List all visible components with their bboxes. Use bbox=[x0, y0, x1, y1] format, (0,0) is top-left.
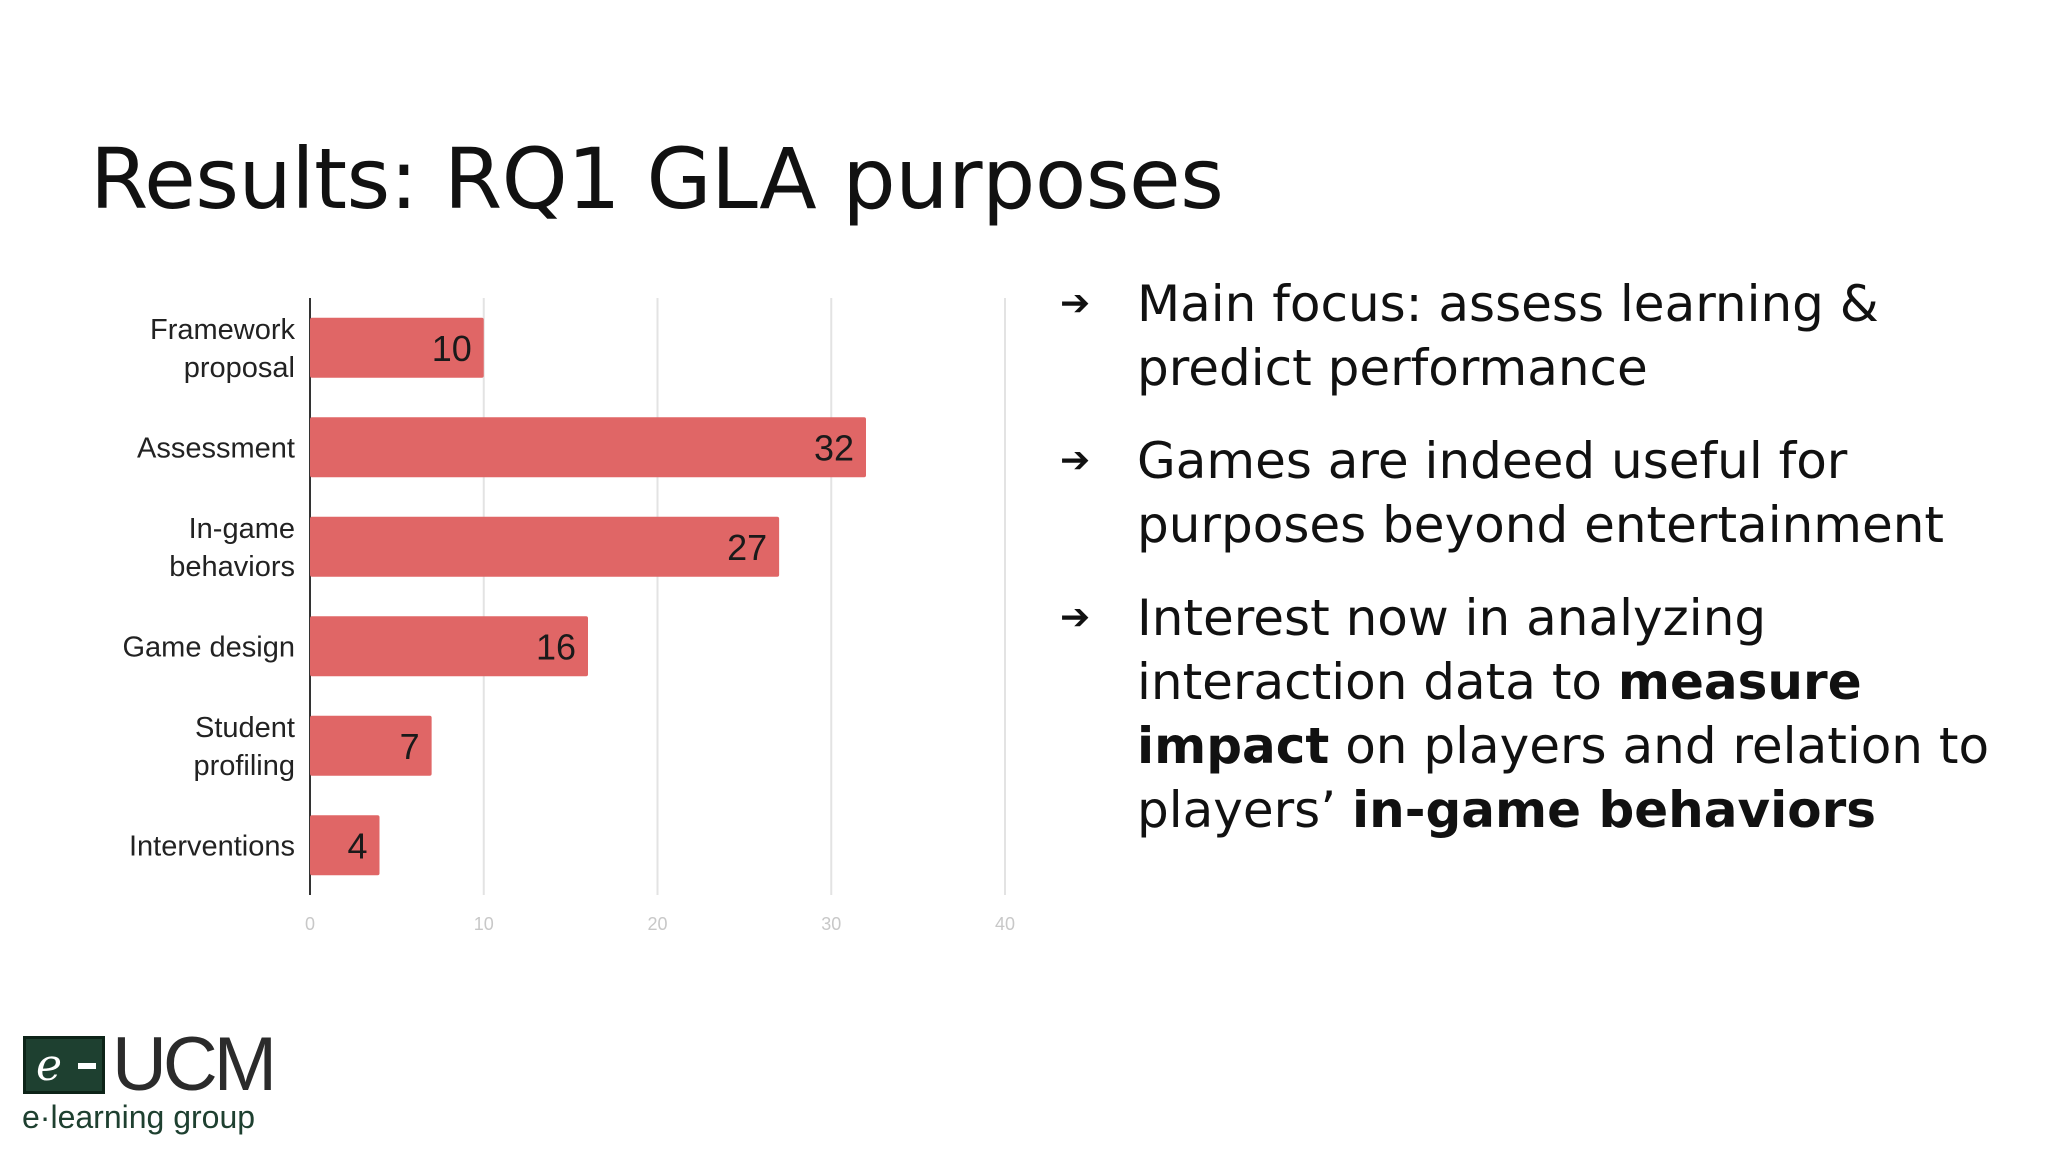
bar bbox=[310, 516, 780, 577]
category-label: Interventions bbox=[129, 830, 295, 862]
data-label: 7 bbox=[400, 726, 420, 767]
bar bbox=[310, 715, 432, 776]
bullet-text: Games are indeed useful for purposes bey… bbox=[1137, 432, 1945, 554]
bullet-item: ➔ Games are indeed useful for purposes be… bbox=[1060, 429, 2020, 557]
logo-board-icon: e bbox=[23, 1036, 105, 1094]
bar bbox=[310, 616, 588, 677]
x-tick-label: 30 bbox=[821, 914, 841, 934]
bar bbox=[310, 815, 380, 876]
data-label: 4 bbox=[347, 825, 367, 866]
bullet-text: Main focus: assess learning & predict pe… bbox=[1137, 275, 1879, 397]
logo-dash bbox=[78, 1063, 96, 1069]
category-label: In-game bbox=[189, 513, 295, 545]
arrow-icon: ➔ bbox=[1060, 283, 1091, 324]
bar-chart: 0 10 20 30 40 10 Framework proposal 32 Assessment… bbox=[0, 0, 1100, 1000]
logo-mark: e bbox=[36, 1040, 63, 1091]
bar bbox=[310, 317, 484, 378]
x-tick-label: 10 bbox=[474, 914, 494, 934]
data-label: 27 bbox=[727, 527, 767, 568]
bullet-list: ➔ Main focus: assess learning & predict p… bbox=[1060, 272, 2020, 871]
bullet-item: ➔ Interest now in analyzing interaction d… bbox=[1060, 586, 2020, 842]
data-label: 16 bbox=[536, 626, 576, 667]
category-label: Framework bbox=[150, 314, 296, 346]
bullet-text: Interest now in analyzing interaction da… bbox=[1137, 589, 1767, 711]
category-label: Game design bbox=[123, 631, 296, 663]
category-label: Assessment bbox=[137, 432, 295, 464]
bullet-text: on players and relation to players’ bbox=[1137, 717, 1990, 839]
ucm-logo: e UCM e·learning group bbox=[20, 1022, 280, 1135]
bullet-text-bold: measure impact bbox=[1137, 653, 1862, 775]
bar-chart-svg: 0 10 20 30 40 10 Framework proposal 32 Assessment… bbox=[123, 298, 1015, 934]
data-label: 10 bbox=[432, 328, 472, 369]
x-tick-label: 40 bbox=[995, 914, 1015, 934]
category-label: behaviors bbox=[169, 551, 295, 583]
logo-subtitle: e·learning group bbox=[22, 1099, 256, 1135]
slide-title: Results: RQ1 GLA purposes bbox=[90, 130, 1224, 228]
x-tick-label: 20 bbox=[647, 914, 667, 934]
bullet-text-bold: in-game behaviors bbox=[1352, 781, 1876, 839]
category-label: profiling bbox=[193, 750, 295, 782]
category-label: Student bbox=[195, 712, 295, 744]
arrow-icon: ➔ bbox=[1060, 597, 1091, 638]
bar bbox=[310, 417, 866, 478]
category-label: proposal bbox=[184, 352, 295, 384]
logo-name: UCM bbox=[112, 1022, 277, 1107]
bullet-item: ➔ Main focus: assess learning & predict p… bbox=[1060, 272, 2020, 400]
data-label: 32 bbox=[814, 427, 854, 468]
x-tick-label: 0 bbox=[305, 914, 315, 934]
arrow-icon: ➔ bbox=[1060, 440, 1091, 481]
